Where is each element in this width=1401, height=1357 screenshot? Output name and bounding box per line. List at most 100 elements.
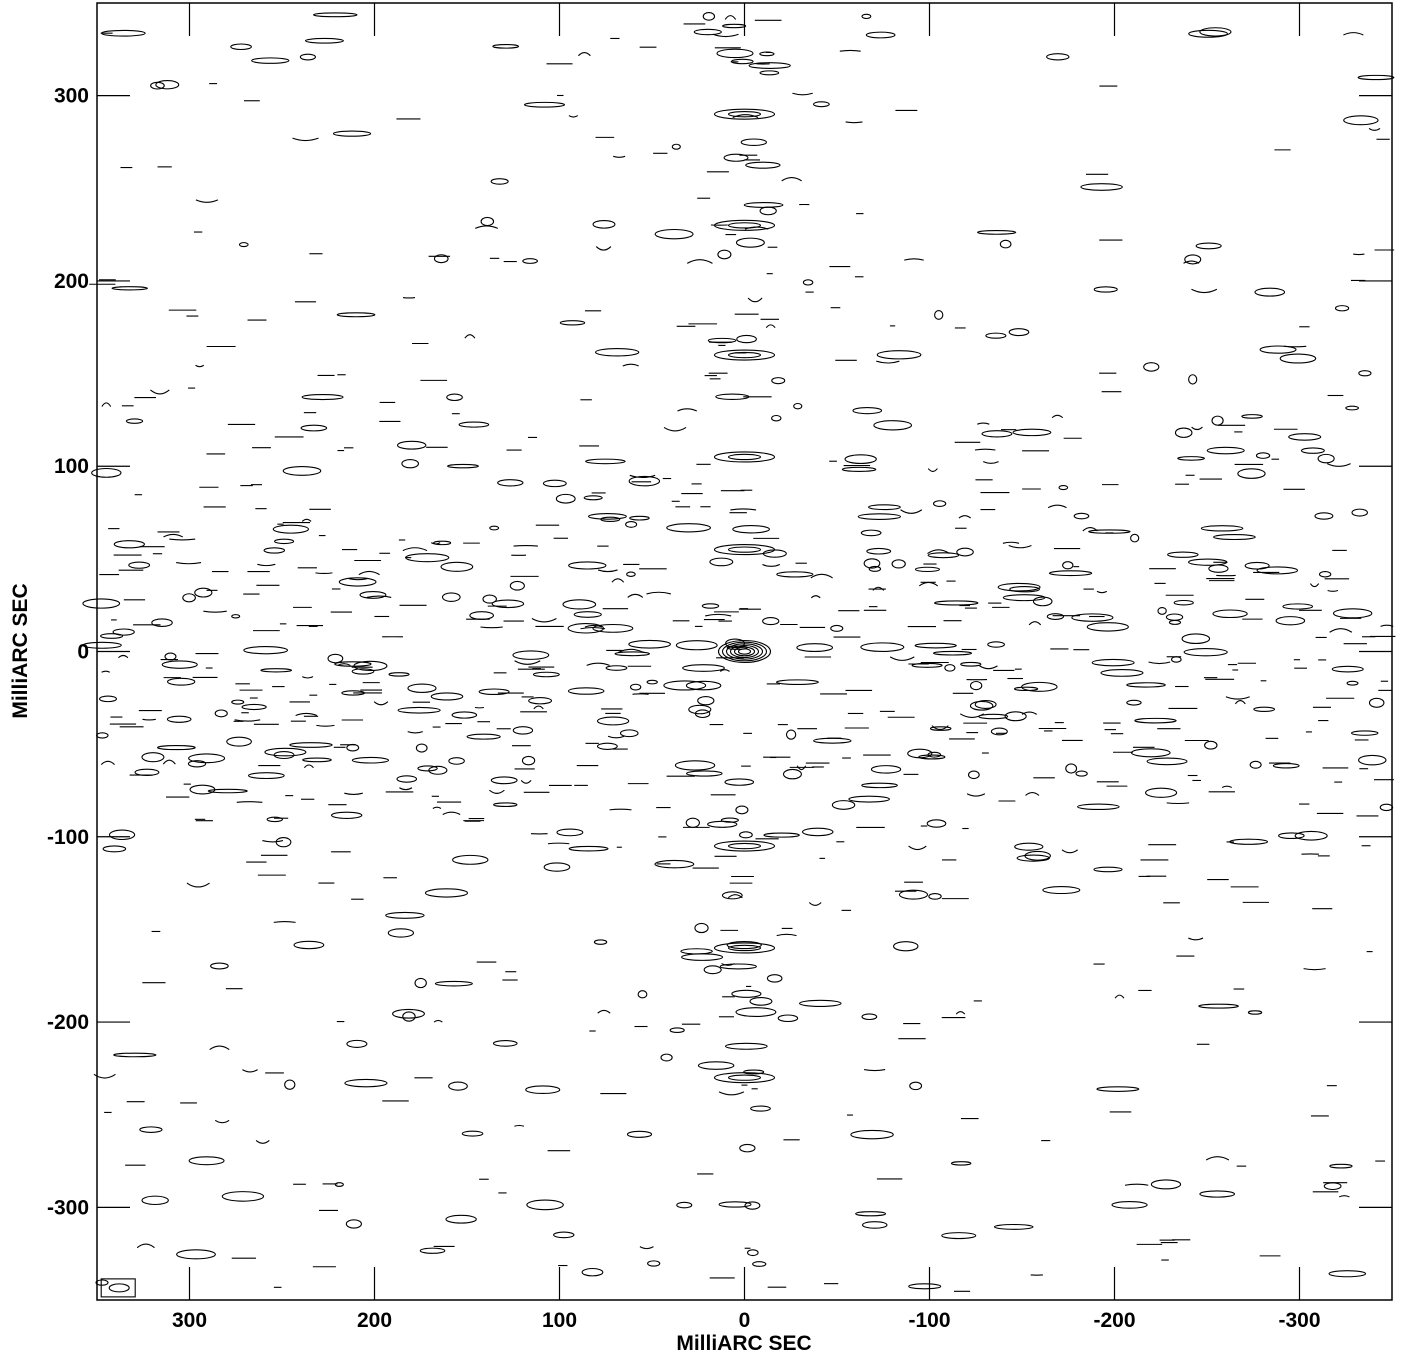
- noise-contour: [1198, 1003, 1239, 1009]
- noise-contour: [686, 259, 713, 264]
- noise-contour: [607, 735, 625, 739]
- noise-contour: [721, 891, 743, 900]
- noise-contour: [870, 765, 902, 774]
- noise-contour: [528, 696, 553, 705]
- noise-contour: [1343, 115, 1379, 126]
- noise-contour: [944, 664, 956, 672]
- noise-contour: [721, 963, 735, 966]
- core-contour: [725, 643, 764, 660]
- noise-contour: [1093, 286, 1118, 293]
- noise-contour: [1012, 428, 1052, 437]
- noise-contour: [863, 558, 881, 569]
- noise-contour: [1014, 842, 1044, 851]
- noise-contour: [908, 1283, 942, 1290]
- noise-contour: [810, 595, 821, 599]
- noise-contour: [997, 582, 1041, 592]
- noise-contour: [841, 466, 877, 472]
- noise-contour: [142, 718, 156, 721]
- noise-contour: [433, 1019, 443, 1023]
- noise-contour: [300, 424, 328, 432]
- noise-contour: [759, 51, 775, 57]
- noise-contour: [195, 199, 219, 203]
- noise-contour: [979, 665, 998, 670]
- noise-contour: [402, 547, 428, 552]
- noise-contour: [726, 940, 762, 950]
- noise-contour: [928, 892, 942, 900]
- noise-contour: [628, 475, 661, 487]
- noise-contour: [749, 996, 773, 1006]
- noise-contour: [1353, 253, 1365, 256]
- noise-contour: [1254, 287, 1286, 297]
- noise-contour: [337, 663, 351, 666]
- noise-contour: [445, 1214, 477, 1224]
- noise-contour: [694, 922, 709, 934]
- noise-contour: [303, 764, 314, 769]
- noise-contour: [639, 1246, 654, 1250]
- noise-contour: [1288, 433, 1322, 441]
- x-tick-labels: 300 200 100 0 -100 -200 -300: [172, 1309, 1321, 1332]
- noise-contour: [231, 614, 241, 619]
- noise-contour: [385, 911, 425, 919]
- noise-contour: [230, 43, 252, 51]
- noise-contour: [556, 828, 584, 837]
- noise-contour: [1191, 426, 1203, 431]
- noise-contour: [163, 533, 184, 538]
- noise-contour: [315, 572, 333, 575]
- sidelobe-contour: [727, 842, 762, 850]
- beam-marker: [100, 1278, 136, 1298]
- noise-contour: [242, 1069, 258, 1073]
- noise-contour: [1351, 730, 1379, 736]
- noise-contour: [532, 671, 560, 678]
- noise-contour: [111, 286, 148, 291]
- noise-contour: [188, 753, 226, 764]
- core-source-contours: [717, 639, 772, 664]
- noise-contour: [91, 467, 122, 478]
- noise-contour: [282, 465, 322, 476]
- core-contour: [733, 646, 756, 657]
- x-tick-label: 200: [357, 1309, 392, 1332]
- noise-contour: [613, 155, 626, 158]
- noise-contour: [478, 688, 510, 696]
- noise-contour: [214, 1119, 230, 1124]
- noise-contour: [693, 28, 722, 36]
- noise-contour: [480, 626, 503, 629]
- noise-contour: [1255, 452, 1271, 459]
- noise-contour: [932, 650, 973, 656]
- noise-contour: [669, 1027, 685, 1034]
- noise-contour: [203, 610, 227, 613]
- noise-contour: [893, 941, 919, 952]
- noise-contour: [987, 641, 1005, 648]
- noise-contour: [327, 653, 344, 664]
- noise-contour: [685, 817, 700, 828]
- noise-contour: [452, 854, 489, 865]
- noise-contour: [1173, 599, 1194, 606]
- noise-contour: [646, 591, 671, 595]
- noise-contour: [839, 49, 861, 52]
- noise-contour: [434, 980, 473, 987]
- noise-contour: [1318, 570, 1332, 578]
- noise-contour: [1327, 589, 1339, 592]
- noise-contour: [765, 324, 776, 329]
- noise-contour: [762, 563, 781, 567]
- y-tick-label: 100: [54, 455, 89, 478]
- noise-contour: [876, 360, 900, 364]
- noise-contour: [555, 493, 576, 504]
- y-tick-label: -300: [47, 1196, 89, 1219]
- noise-contour: [967, 770, 980, 780]
- noise-contour: [101, 29, 146, 37]
- noise-contour: [705, 613, 732, 617]
- noise-contour: [166, 715, 192, 723]
- noise-contour: [785, 729, 797, 740]
- noise-contour: [852, 407, 883, 415]
- sidelobe-contour: [713, 544, 776, 556]
- noise-contour: [293, 940, 325, 950]
- noise-contour: [909, 1081, 923, 1091]
- noise-contour: [845, 121, 863, 124]
- noise-contour: [796, 765, 807, 771]
- noise-contour: [241, 703, 267, 711]
- noise-contour: [1126, 699, 1142, 706]
- noise-contour: [596, 742, 618, 750]
- noise-contour: [397, 706, 441, 714]
- core-contour: [717, 639, 772, 664]
- noise-contour: [151, 618, 173, 627]
